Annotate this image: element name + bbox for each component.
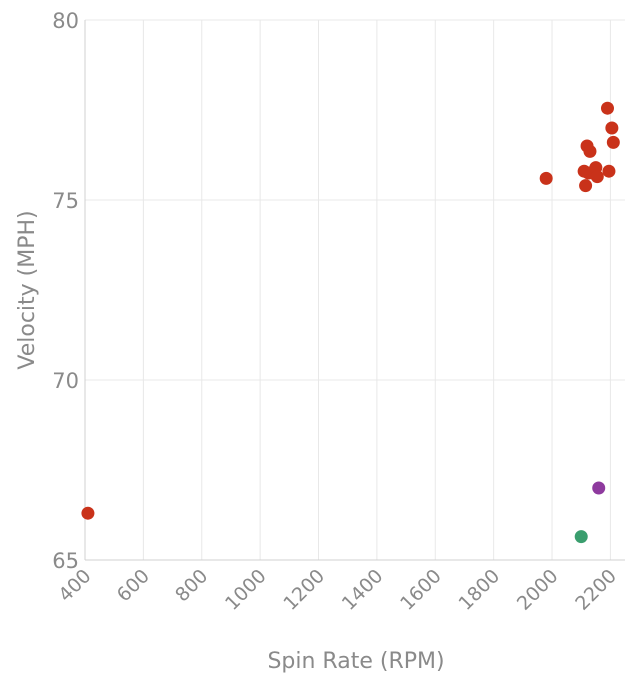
grid-lines: [84, 19, 625, 561]
x-tick-labels: 400 600 800 1000 1200 1400 1600 1800 2000 2200: [54, 565, 621, 615]
data-point: [574, 530, 588, 544]
data-point: [590, 170, 604, 184]
y-tick-label: 65: [52, 549, 79, 573]
data-point: [602, 164, 616, 178]
data-point: [579, 179, 593, 193]
data-point: [606, 135, 620, 149]
y-tick-label: 80: [52, 9, 79, 33]
data-point: [605, 121, 619, 135]
y-tick-labels: 65 70 75 80: [52, 9, 79, 573]
y-tick-label: 70: [52, 369, 79, 393]
x-tick-label: 1000: [221, 565, 271, 615]
data-point: [583, 144, 597, 158]
data-point: [600, 101, 614, 115]
x-tick-label: 1800: [455, 565, 505, 615]
x-tick-label: 1400: [338, 565, 388, 615]
x-tick-label: 800: [171, 565, 212, 606]
x-tick-label: 2000: [513, 565, 563, 615]
data-point: [592, 481, 606, 495]
data-points: [81, 101, 620, 544]
x-tick-label: 600: [113, 565, 154, 606]
x-axis-label: Spin Rate (RPM): [267, 649, 444, 674]
y-axis-label: Velocity (MPH): [15, 210, 40, 369]
x-tick-label: 1600: [396, 565, 446, 615]
data-point: [81, 506, 95, 520]
x-tick-label: 1200: [279, 565, 329, 615]
data-point: [539, 171, 553, 185]
x-tick-label: 2200: [571, 565, 621, 615]
y-tick-label: 75: [52, 189, 79, 213]
